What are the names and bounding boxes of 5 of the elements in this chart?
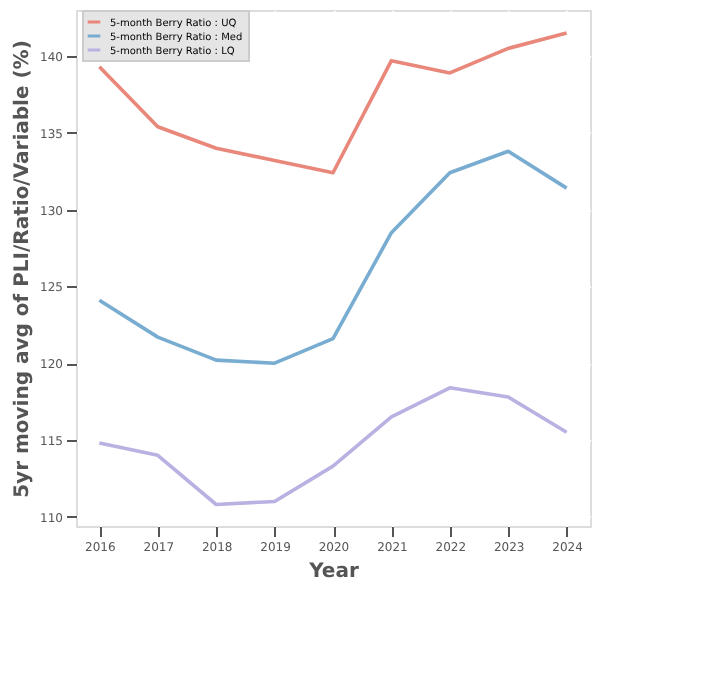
line-series <box>97 31 569 175</box>
line-series <box>97 385 569 507</box>
x-axis-title: Year <box>307 561 359 583</box>
line-series <box>97 149 569 366</box>
y-axis-title: 5yr moving avg of PLI/Ratio/Variable (%) <box>12 40 35 498</box>
